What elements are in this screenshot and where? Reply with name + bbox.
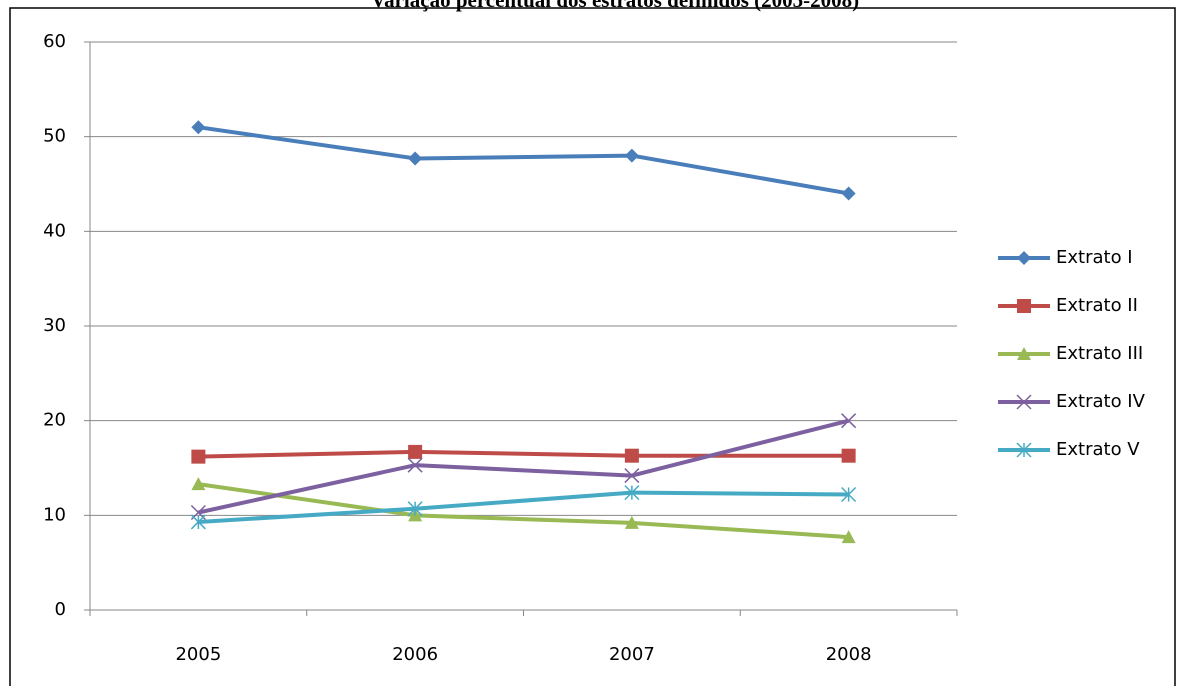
series-line [198, 449, 849, 459]
marker [624, 485, 640, 501]
marker [841, 486, 857, 503]
y-tick-label: 50 [43, 126, 66, 147]
marker [191, 449, 206, 464]
marker [191, 120, 206, 135]
legend-label: Extrato III [1056, 343, 1143, 364]
y-tick-label: 0 [55, 599, 66, 620]
legend-label: Extrato I [1056, 247, 1133, 268]
marker [1016, 442, 1032, 458]
x-tick-label: 2007 [609, 644, 655, 665]
marker [841, 413, 857, 429]
marker [1017, 299, 1031, 313]
chart-frame [9, 7, 1176, 686]
marker [624, 468, 640, 484]
series-line [197, 418, 850, 515]
x-tick-label: 2006 [392, 644, 438, 665]
y-tick-label: 20 [43, 410, 66, 431]
marker [407, 501, 423, 517]
marker [841, 530, 856, 544]
marker [408, 444, 423, 459]
marker [1017, 251, 1031, 265]
marker [841, 186, 856, 201]
legend-label: Extrato IV [1056, 391, 1146, 412]
series-line [198, 490, 849, 524]
marker [1017, 347, 1031, 360]
y-tick-label: 30 [43, 315, 66, 336]
marker [624, 148, 639, 163]
marker [624, 448, 639, 463]
chart-title: Variação percentual dos estratos definid… [371, 0, 859, 12]
y-tick-label: 60 [43, 31, 66, 52]
marker [841, 448, 856, 463]
marker [191, 477, 206, 491]
marker [190, 514, 206, 530]
y-tick-label: 40 [43, 220, 66, 241]
marker [1016, 394, 1032, 410]
marker [624, 515, 639, 529]
marker [408, 151, 423, 166]
x-tick-label: 2005 [175, 644, 221, 665]
series-line [198, 125, 849, 196]
y-tick-label: 10 [43, 504, 66, 525]
series-line [198, 482, 849, 540]
marker [407, 457, 423, 473]
x-tick-label: 2008 [826, 644, 872, 665]
legend-label: Extrato V [1056, 439, 1140, 460]
legend-label: Extrato II [1056, 295, 1138, 316]
